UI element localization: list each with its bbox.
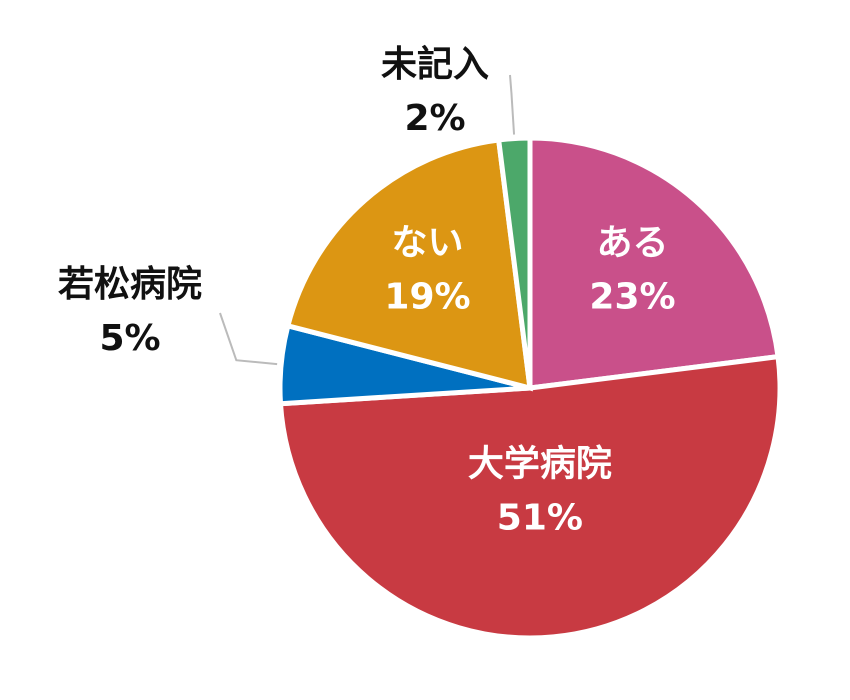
leader-line [509, 74, 516, 135]
pie-slice [284, 137, 533, 392]
slice-value-label: 23% [589, 277, 675, 318]
slice-label: 大学病院 [468, 443, 612, 485]
pie-slice [495, 135, 533, 389]
leader-line [219, 312, 278, 366]
slice-value-label: 5% [99, 318, 160, 359]
slice-label: ない [391, 223, 463, 264]
slice-label: 若松病院 [58, 264, 202, 305]
slice-label: ある [596, 223, 668, 264]
pie-slice [277, 353, 783, 641]
slice-label: 未記入 [381, 44, 489, 85]
slice-value-label: 2% [404, 98, 465, 139]
slice-value-label: 51% [497, 498, 583, 539]
pie-slice [527, 135, 781, 391]
slice-value-label: 19% [384, 277, 470, 318]
